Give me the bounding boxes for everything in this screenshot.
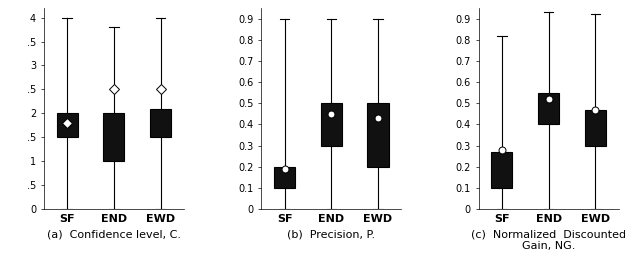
X-axis label: (a)  Confidence level, C.: (a) Confidence level, C. — [47, 229, 181, 239]
Bar — [103, 113, 124, 161]
Bar — [150, 109, 171, 137]
X-axis label: (b)  Precision, P.: (b) Precision, P. — [288, 229, 375, 239]
Bar — [538, 93, 559, 124]
Bar — [585, 110, 606, 146]
Bar — [321, 103, 342, 146]
Bar — [57, 113, 78, 137]
Bar — [368, 103, 389, 167]
X-axis label: (c)  Normalized  Discounted
Gain, NG.: (c) Normalized Discounted Gain, NG. — [471, 229, 625, 251]
Bar — [274, 167, 295, 188]
Bar — [491, 152, 512, 188]
